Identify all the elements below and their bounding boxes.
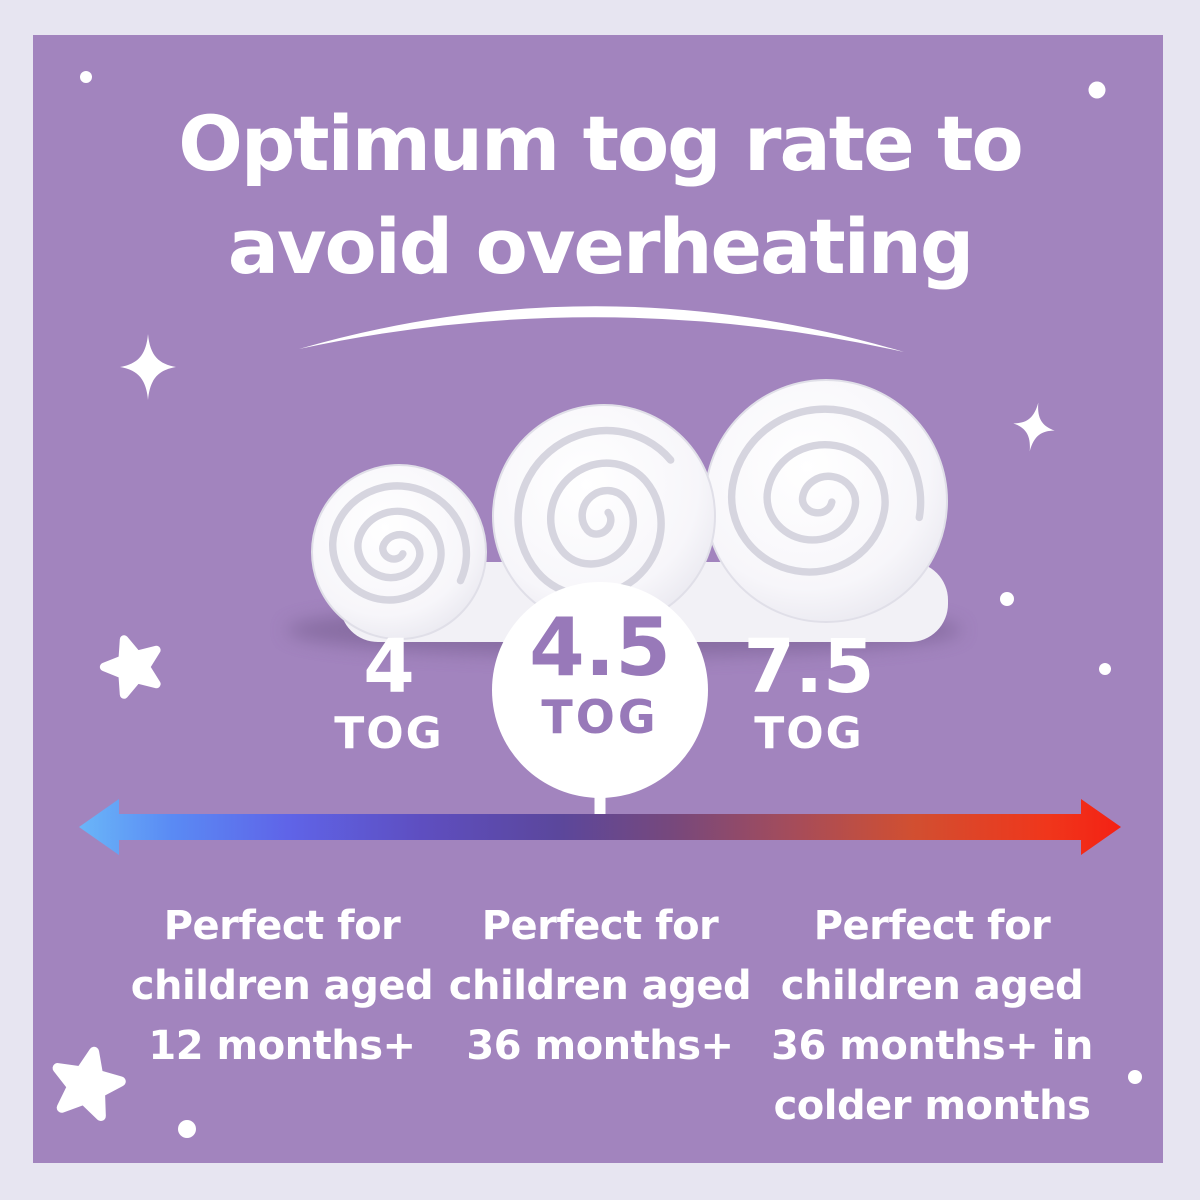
dot-icon <box>80 71 92 83</box>
tog-value: 4 <box>363 624 415 710</box>
age-description-4-tog: Perfect for children aged 12 months+ <box>130 903 434 1069</box>
age-description-7-5-tog: Perfect for children aged 36 months+ in … <box>771 903 1093 1129</box>
tog-unit: TOG <box>754 708 864 759</box>
page-title: Optimum tog rate to avoid overheating <box>0 92 1200 298</box>
title-line-1: Optimum tog rate to <box>178 99 1023 188</box>
swoosh-underline-icon <box>299 306 904 352</box>
tog-label-7-5: 7.5 TOG <box>689 630 929 756</box>
temperature-gradient-arrow <box>79 799 1121 855</box>
tog-value: 7.5 <box>743 624 875 710</box>
dot-icon <box>1088 81 1106 99</box>
dot-icon <box>1099 663 1111 675</box>
dot-icons <box>80 71 1142 1138</box>
tog-label-4-5-highlighted: 4.5 TOG <box>480 601 720 744</box>
duvet-roll-small <box>311 464 488 640</box>
tog-unit: TOG <box>334 708 444 759</box>
dot-icon <box>1128 1070 1142 1084</box>
tog-unit: TOG <box>541 690 659 744</box>
dot-icon <box>1000 592 1014 606</box>
sparkle-icon <box>1009 398 1059 456</box>
dot-icon <box>178 1120 196 1138</box>
star-icon <box>98 631 166 698</box>
sparkle-icon <box>120 334 176 400</box>
tog-badge-circle <box>492 582 708 798</box>
tog-label-4: 4 TOG <box>269 630 509 756</box>
tog-value: 4.5 <box>529 601 671 694</box>
title-line-2: avoid overheating <box>227 202 975 291</box>
duvet-roll-large <box>704 379 948 623</box>
badge-pointer-stem <box>594 780 606 818</box>
age-description-4-5-tog: Perfect for children aged 36 months+ <box>448 903 752 1069</box>
